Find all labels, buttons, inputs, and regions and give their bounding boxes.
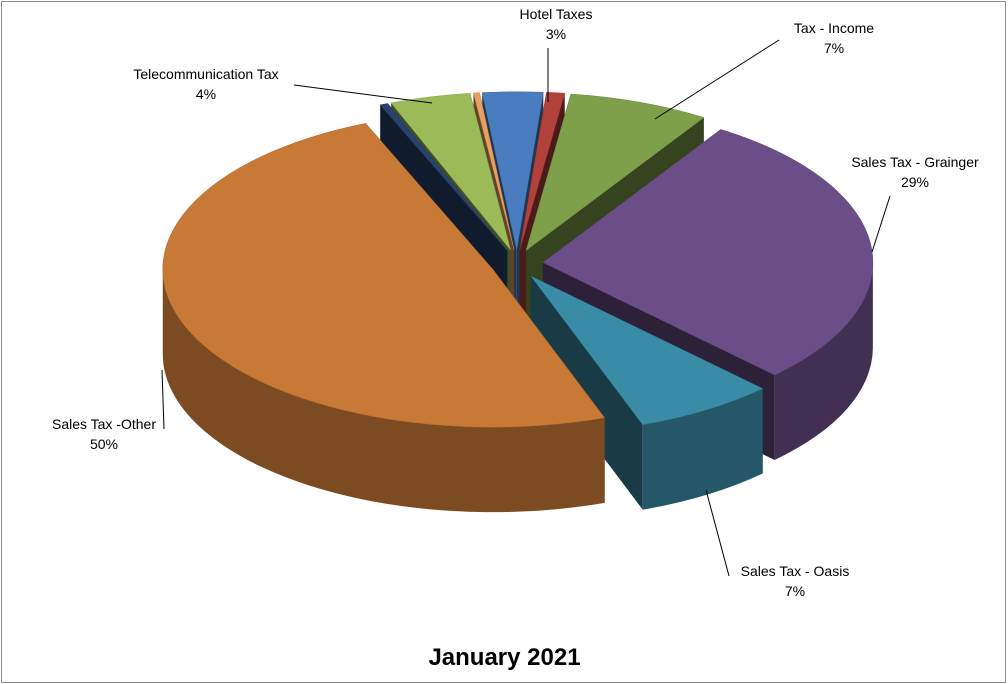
slice-percent-sales-tax-oasis: 7% [785,583,805,599]
slice-percent-tax-income: 7% [824,40,844,56]
slice-percent-telecommunication-tax: 4% [196,86,216,102]
leader-line-sales-tax-oasis [706,490,729,576]
slice-label-sales-tax-oasis: Sales Tax - Oasis [741,563,850,579]
leader-line-tax-income [655,40,779,119]
chart-title: January 2021 [2,644,1007,672]
leader-line-telecommunication-tax [294,85,432,103]
slice-label-tax-income: Tax - Income [794,20,874,36]
slice-percent-hotel-taxes: 3% [546,26,566,42]
slice-label-sales-tax-other: Sales Tax -Other [52,416,156,432]
slice-percent-sales-tax-grainger: 29% [901,174,929,190]
slice-percent-sales-tax-other: 50% [90,436,118,452]
slice-label-hotel-taxes: Hotel Taxes [520,6,593,22]
leader-line-sales-tax-grainger [872,196,890,252]
slice-label-telecommunication-tax: Telecommunication Tax [133,66,278,82]
slice-label-sales-tax-grainger: Sales Tax - Grainger [851,154,979,170]
leader-line-sales-tax-other [162,370,164,429]
